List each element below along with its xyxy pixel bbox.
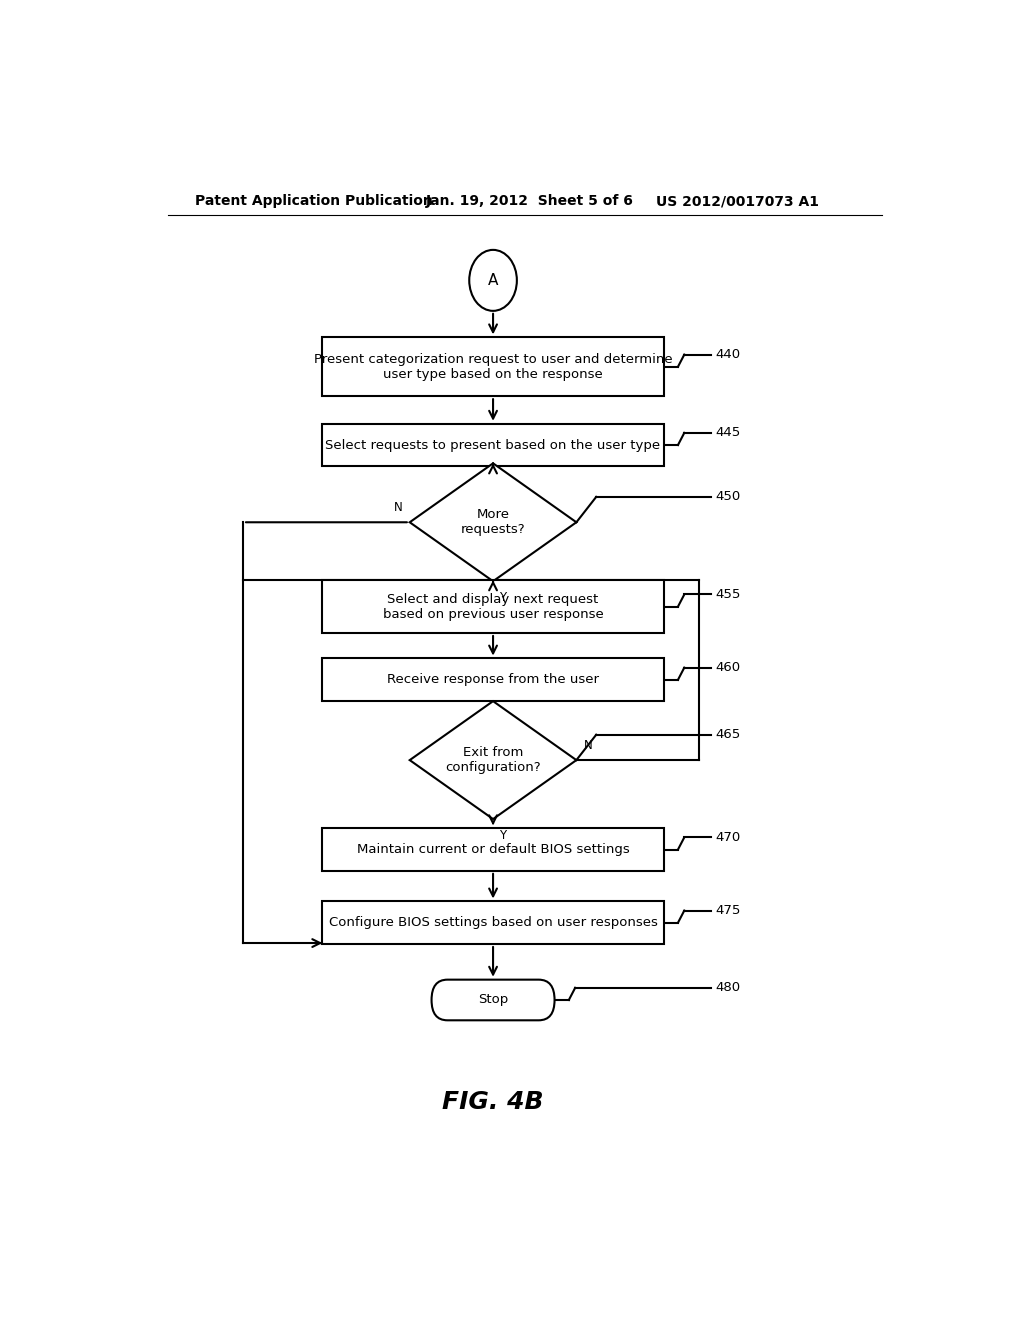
Text: N: N (393, 502, 402, 515)
Text: US 2012/0017073 A1: US 2012/0017073 A1 (655, 194, 819, 209)
Text: Present categorization request to user and determine
user type based on the resp: Present categorization request to user a… (313, 352, 673, 380)
Text: 480: 480 (715, 981, 740, 994)
FancyBboxPatch shape (323, 902, 664, 944)
Text: FIG. 4B: FIG. 4B (442, 1089, 544, 1114)
FancyBboxPatch shape (323, 828, 664, 871)
FancyBboxPatch shape (323, 581, 664, 634)
Text: Receive response from the user: Receive response from the user (387, 673, 599, 686)
FancyBboxPatch shape (323, 424, 664, 466)
Text: Select requests to present based on the user type: Select requests to present based on the … (326, 438, 660, 451)
Text: 445: 445 (715, 426, 740, 440)
Text: 450: 450 (715, 490, 740, 503)
Polygon shape (410, 463, 577, 581)
Text: Patent Application Publication: Patent Application Publication (196, 194, 433, 209)
Text: 470: 470 (715, 830, 740, 843)
FancyBboxPatch shape (323, 659, 664, 701)
Text: 460: 460 (715, 661, 740, 675)
Text: Y: Y (500, 829, 507, 842)
FancyBboxPatch shape (323, 338, 664, 396)
Text: 455: 455 (715, 587, 740, 601)
Circle shape (469, 249, 517, 312)
Text: Exit from
configuration?: Exit from configuration? (445, 746, 541, 774)
Text: Configure BIOS settings based on user responses: Configure BIOS settings based on user re… (329, 916, 657, 929)
Text: Jan. 19, 2012  Sheet 5 of 6: Jan. 19, 2012 Sheet 5 of 6 (426, 194, 634, 209)
Text: Stop: Stop (478, 994, 508, 1006)
Text: A: A (487, 273, 499, 288)
Text: 440: 440 (715, 348, 740, 362)
Text: Y: Y (500, 591, 507, 605)
Text: Select and display next request
based on previous user response: Select and display next request based on… (383, 593, 603, 620)
Text: N: N (585, 739, 593, 752)
Polygon shape (410, 701, 577, 818)
Text: 465: 465 (715, 729, 740, 742)
Text: 475: 475 (715, 904, 740, 917)
Text: More
requests?: More requests? (461, 508, 525, 536)
Text: Maintain current or default BIOS settings: Maintain current or default BIOS setting… (356, 843, 630, 857)
FancyBboxPatch shape (431, 979, 555, 1020)
